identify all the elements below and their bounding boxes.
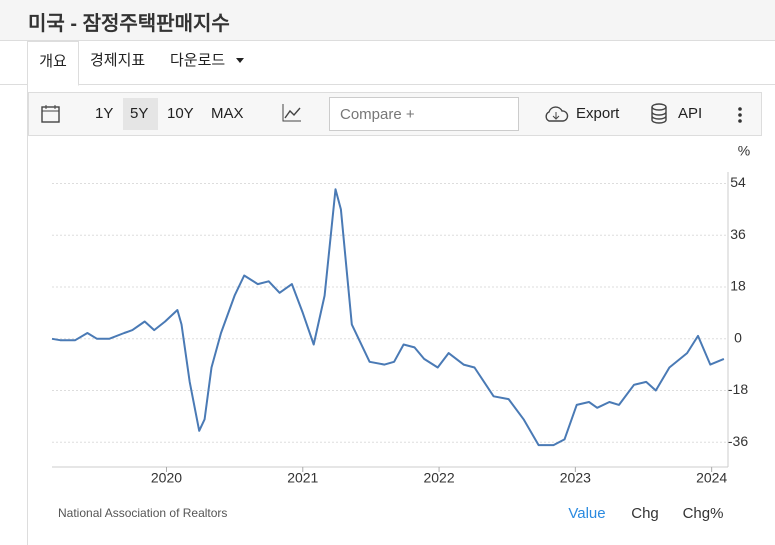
tab[interactable]: 개요	[27, 41, 79, 86]
more-icon[interactable]	[737, 106, 743, 124]
calendar-icon[interactable]	[41, 104, 61, 124]
panel-border	[27, 85, 28, 545]
tab[interactable]: 다운로드	[170, 52, 226, 69]
x-tick-label: 2020	[151, 470, 182, 486]
chart-type-icon[interactable]	[281, 103, 303, 123]
export-button[interactable]: Export	[576, 105, 620, 122]
x-tick-label: 2024	[696, 470, 727, 486]
view-button[interactable]: Value	[568, 505, 605, 522]
y-tick-label: 18	[730, 278, 746, 294]
compare-input[interactable]: Compare +	[329, 97, 519, 131]
y-tick-label: 36	[730, 226, 746, 242]
data-line	[51, 188, 725, 447]
x-tick-label: 2021	[287, 470, 318, 486]
active-range-bg	[123, 98, 158, 130]
view-button[interactable]: Chg	[631, 505, 659, 522]
export-icon[interactable]	[543, 105, 569, 123]
y-tick-label: 54	[730, 174, 746, 190]
divider	[0, 84, 775, 85]
api-button[interactable]: API	[678, 105, 703, 122]
view-button[interactable]: Chg%	[683, 505, 724, 522]
x-tick-label: 2023	[560, 470, 591, 486]
range-button[interactable]: 10Y	[167, 105, 194, 122]
tab[interactable]: 경제지표	[90, 52, 146, 69]
api-icon[interactable]	[650, 103, 668, 125]
y-tick-label: -18	[728, 381, 748, 397]
unit-label: %	[738, 143, 750, 159]
page-title: 미국 - 잠정주택판매지수	[28, 13, 230, 35]
range-button[interactable]: 1Y	[95, 105, 114, 122]
range-button[interactable]: MAX	[211, 105, 244, 122]
x-tick-label: 2022	[423, 470, 454, 486]
dropdown-arrow	[236, 58, 244, 63]
y-tick-label: 0	[734, 329, 742, 345]
header: 미국 - 잠정주택판매지수	[0, 0, 775, 41]
toolbar: 1Y 5Y 10Y MAX Compare + Export API	[28, 92, 762, 136]
compare-placeholder: Compare +	[340, 106, 415, 123]
y-tick-label: -36	[728, 433, 748, 449]
range-button[interactable]: 5Y	[130, 105, 149, 122]
source: National Association of Realtors	[58, 506, 227, 520]
